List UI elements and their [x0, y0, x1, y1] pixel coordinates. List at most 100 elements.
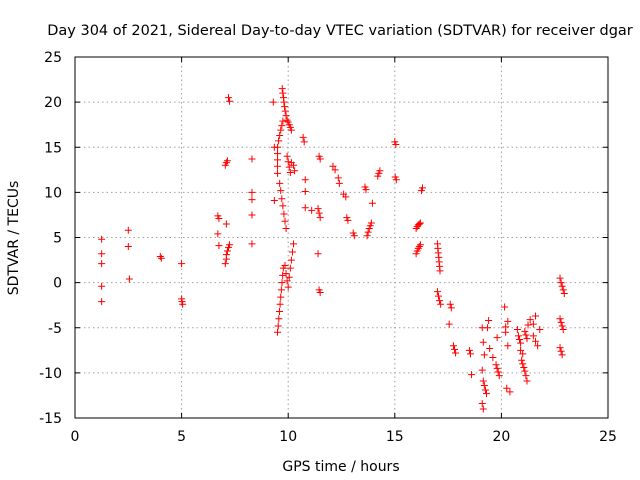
- data-point: [277, 293, 285, 301]
- data-point: [124, 226, 132, 234]
- data-point: [157, 254, 165, 262]
- data-point: [279, 89, 287, 97]
- grid: [75, 57, 608, 418]
- data-point: [501, 303, 509, 311]
- data-point: [248, 188, 256, 196]
- data-point: [392, 141, 400, 149]
- data-point: [283, 277, 291, 285]
- data-point: [221, 260, 229, 268]
- data-point: [290, 240, 298, 248]
- data-point: [486, 345, 494, 353]
- data-point: [415, 220, 423, 228]
- data-point: [275, 315, 283, 323]
- data-point: [278, 195, 286, 203]
- data-point: [274, 156, 282, 164]
- data-point: [557, 279, 565, 287]
- data-point: [316, 155, 324, 163]
- x-tick-label: 15: [386, 429, 404, 445]
- data-point: [274, 162, 282, 170]
- data-point: [316, 289, 324, 297]
- data-point: [335, 179, 343, 187]
- data-point: [489, 354, 497, 362]
- data-point: [248, 240, 256, 248]
- data-point: [316, 214, 324, 222]
- data-point: [556, 315, 564, 323]
- data-point: [279, 271, 287, 279]
- data-point: [419, 184, 427, 192]
- data-point: [278, 122, 286, 130]
- data-point: [331, 166, 339, 174]
- data-point: [308, 206, 316, 214]
- data-point: [529, 320, 537, 328]
- data-point: [179, 300, 187, 308]
- data-point: [222, 220, 230, 228]
- data-point: [344, 216, 352, 224]
- data-point: [513, 326, 521, 334]
- data-point: [521, 367, 529, 375]
- data-point: [178, 260, 186, 268]
- data-point: [270, 196, 278, 204]
- data-point: [502, 328, 510, 336]
- data-point: [524, 321, 532, 329]
- data-point: [521, 327, 529, 335]
- data-point: [416, 241, 424, 249]
- x-tick-label: 5: [177, 429, 186, 445]
- data-point: [226, 241, 234, 249]
- data-point: [290, 161, 298, 169]
- data-point: [277, 126, 285, 134]
- data-point: [285, 163, 293, 171]
- data-point: [557, 318, 565, 326]
- data-point: [529, 332, 537, 340]
- y-tick-label: 15: [44, 140, 62, 156]
- data-point: [98, 282, 106, 290]
- data-point: [376, 167, 384, 175]
- data-point: [480, 382, 488, 390]
- data-point: [314, 250, 322, 258]
- y-tick-labels: -15 -10 -5 0 5 10 15 20 25: [39, 50, 62, 427]
- data-point: [269, 98, 277, 106]
- data-point: [124, 243, 132, 251]
- data-point: [279, 117, 287, 125]
- data-point: [275, 137, 283, 145]
- data-point: [363, 232, 371, 240]
- data-point: [517, 346, 525, 354]
- data-point: [284, 283, 292, 291]
- y-tick-label: -5: [48, 321, 62, 337]
- data-point: [445, 320, 453, 328]
- y-tick-label: -10: [39, 366, 62, 382]
- data-point: [518, 356, 526, 364]
- data-point: [503, 384, 511, 392]
- y-tick-label: 5: [53, 231, 62, 247]
- data-point: [556, 344, 564, 352]
- data-point: [277, 187, 285, 195]
- data-point: [412, 224, 420, 232]
- data-points: [98, 85, 568, 413]
- data-point: [274, 169, 282, 177]
- data-point: [315, 209, 323, 217]
- data-point: [301, 187, 309, 195]
- y-axis-label: SDTVAR / TECUs: [6, 181, 22, 296]
- data-point: [452, 349, 460, 357]
- data-point: [215, 242, 223, 250]
- data-point: [279, 202, 287, 210]
- data-point: [558, 282, 566, 290]
- data-point: [98, 260, 106, 268]
- data-point: [286, 169, 294, 177]
- data-point: [414, 244, 422, 252]
- y-tick-label: 25: [44, 50, 62, 66]
- data-point: [275, 308, 283, 316]
- data-point: [215, 215, 223, 223]
- data-point: [222, 251, 230, 259]
- data-point: [283, 116, 291, 124]
- data-point: [437, 300, 445, 308]
- y-tick-label: 10: [44, 185, 62, 201]
- data-point: [214, 230, 222, 238]
- data-point: [485, 317, 493, 325]
- data-point: [301, 176, 309, 184]
- data-point: [493, 334, 501, 342]
- data-point: [468, 371, 476, 379]
- data-point: [514, 332, 522, 340]
- data-point: [364, 228, 372, 236]
- data-point: [526, 316, 534, 324]
